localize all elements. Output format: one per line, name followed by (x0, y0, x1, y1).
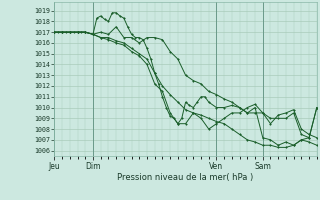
X-axis label: Pression niveau de la mer( hPa ): Pression niveau de la mer( hPa ) (117, 173, 254, 182)
